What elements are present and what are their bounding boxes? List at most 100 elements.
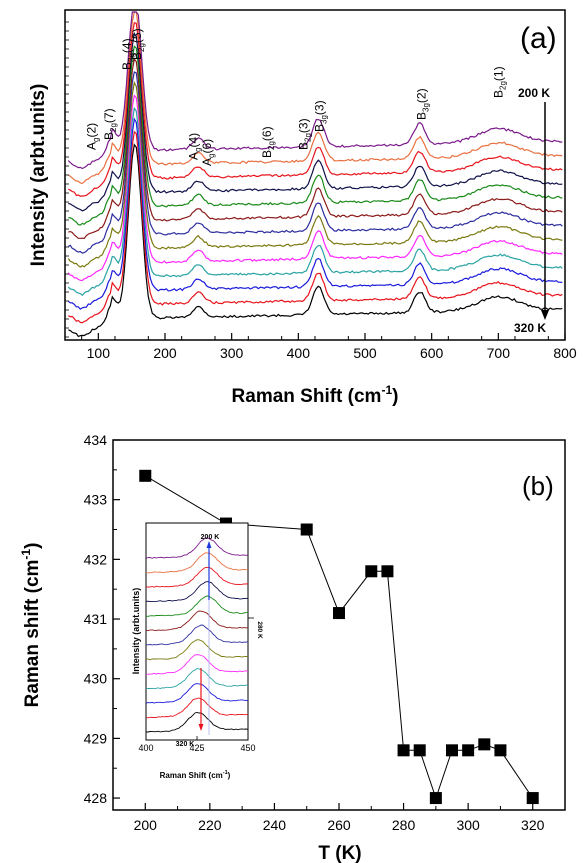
panel-a-x-axis-label: Raman Shift (cm-1) [232,383,399,407]
panel-b-ticks: 200 220 240 260 280 300 320 428 429 430 431 432 433 4… [84,432,566,833]
panel-a-spectrum [68,22,563,197]
panel-a-label: (a) [520,22,557,55]
panel-a-x-tick-label: 700 [487,345,511,361]
panel-a-mode-labels: Ag(2) B2g(7) B3g(4)B2g(5) Ag(4)Ag(6) B2g(6) B… [85,28,508,166]
inset-spectrum [146,712,249,733]
panel-b-data-point [462,744,475,757]
panel-b-data-point [381,565,394,578]
panel-b-x-tick-label: 240 [263,817,287,833]
panel-b-y-tick-label: 434 [84,432,108,448]
panel-b-x-tick-label: 280 [392,817,416,833]
inset-spectrum [145,668,249,690]
panel-a-spectrum [68,130,563,324]
panel-a-spectrum [68,143,563,338]
inset-spectrum [145,595,248,617]
inset-middle-temperature: 280 K [256,621,263,639]
mode-label: B3g(4) [120,38,136,70]
inset-top-temperature: 200 K [201,534,220,541]
mode-label: B2g(3) [297,118,313,150]
panel-a-x-ticks: 100 200 300 400 500 600 700 800 [65,21,577,361]
inset-spectra [145,537,249,733]
panel-a-arrow-head [541,310,549,320]
panel-b-data-point [139,469,152,482]
panel-a-x-tick-label: 800 [553,345,577,361]
inset-x-ticks: 400 425 450 [138,736,256,753]
panel-a-spectrum [68,57,563,240]
panel-a-spectrum [67,80,563,268]
panel-a-spectrum [67,94,563,282]
panel-b-data-point [397,744,410,757]
panel-b-x-tick-label: 320 [521,817,545,833]
panel-b-data-point [478,738,491,751]
panel-b-inset: 400 425 450 200 K 320 K 280 K Raman Shift … [131,522,263,780]
inset-x-tick-label: 450 [240,743,255,753]
panel-a-spectrum [68,45,563,226]
inset-x-tick-label: 400 [138,743,153,753]
inset-spectrum [145,624,249,646]
inset-red-arrow-head [198,724,204,731]
inset-spectrum [145,537,249,559]
inset-y-axis-label: Intensity (arbt.units) [131,588,141,675]
panel-b-data-point [413,744,426,757]
panel-b-data-point [365,565,378,578]
inset-frame [145,522,249,741]
panel-a-y-axis-label: Intensity (arbt.units) [28,84,49,267]
mode-label: Ag(6) [200,139,216,166]
inset-spectrum [145,581,249,603]
panel-b-y-axis-label: Raman shift (cm-1) [19,543,43,708]
panel-a-x-tick-label: 400 [287,345,311,361]
panel-b: 200 220 240 260 280 300 320 428 429 430 431 432 433 4… [19,432,566,863]
panel-a-top-temperature: 200 K [518,86,550,100]
inset-blue-arrow-head [206,541,212,548]
panel-b-x-tick-label: 200 [134,817,158,833]
panel-a: 100 200 300 400 500 600 700 800 Ag(2) B2g(7) B3g(… [28,9,577,407]
panel-a-x-tick-label: 100 [87,345,111,361]
panel-a-spectrum [68,71,563,254]
panel-a-spectrum [67,117,563,310]
panel-b-y-tick-label: 431 [84,611,108,627]
panel-b-x-tick-label: 260 [327,817,351,833]
panel-b-data-point [333,607,345,620]
panel-a-spectrum [68,31,563,212]
inset-x-tick-label: 425 [189,743,204,753]
mode-label: B2g(6) [260,126,276,158]
mode-label: Ag(4) [187,133,203,160]
mode-label: B3g(3) [313,100,329,132]
panel-b-x-tick-label: 300 [456,817,480,833]
panel-a-bottom-temperature: 320 K [514,321,546,335]
panel-a-spectra [67,11,563,338]
mode-label: B2g(1) [491,66,507,98]
panel-a-x-tick-label: 500 [353,345,377,361]
panel-b-data-point [494,744,507,757]
inset-spectrum [145,639,248,661]
panel-b-data-point [429,792,442,805]
inset-bottom-temperature: 320 K [176,741,195,748]
mode-label: B3g(2) [415,88,431,120]
mode-label: B2g(7) [102,108,118,140]
inset-spectrum [145,697,249,719]
panel-b-data [139,469,539,805]
inset-spectrum [145,552,249,574]
panel-b-y-tick-label: 429 [84,730,108,746]
mode-label: Ag(2) [85,123,101,150]
panel-a-x-tick-label: 300 [220,345,244,361]
inset-spectrum [145,683,248,704]
panel-b-y-tick-label: 433 [84,492,108,508]
inset-x-axis-label: Raman Shift (cm-1) [160,770,231,780]
panel-b-y-tick-label: 432 [84,551,108,567]
panel-b-x-axis-label: T (K) [318,843,361,863]
inset-spectrum [145,654,249,675]
panel-b-label: (b) [522,471,554,501]
panel-a-spectrum [67,106,563,297]
inset-spectrum [145,610,249,632]
panel-b-y-tick-label: 430 [84,671,108,687]
mode-label: B2g(5) [130,28,146,60]
panel-b-data-point [446,744,458,757]
panel-b-data-point [300,523,313,536]
panel-b-y-tick-label: 428 [84,790,108,806]
panel-a-spectrum [67,11,563,185]
panel-b-data-point [526,792,539,805]
panel-b-x-tick-label: 220 [198,817,222,833]
inset-spectrum [145,566,249,588]
